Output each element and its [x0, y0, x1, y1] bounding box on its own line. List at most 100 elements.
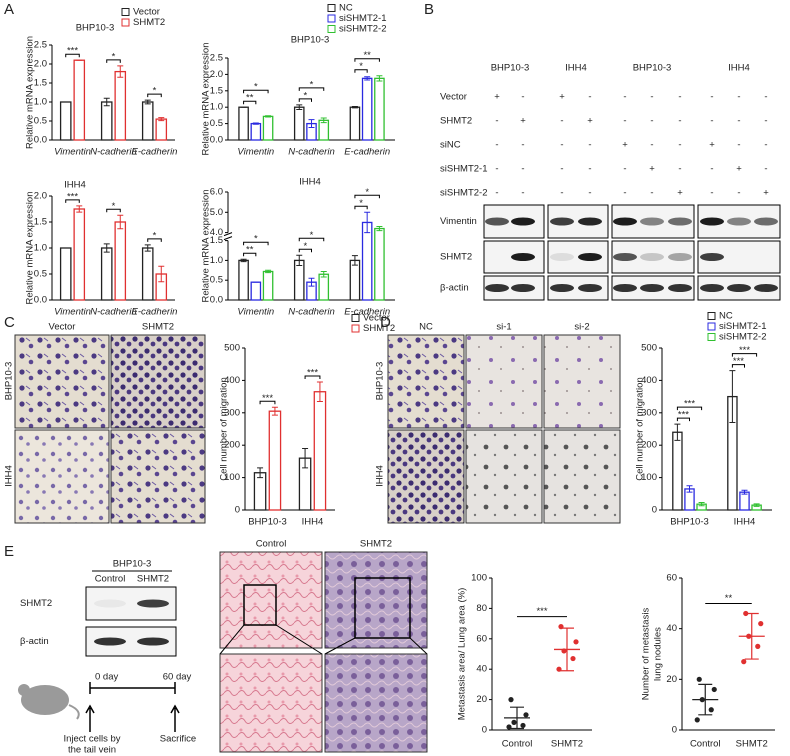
y-tick-label: 500	[224, 343, 240, 354]
error-bar	[364, 76, 371, 81]
y-tick-label: 200	[641, 440, 657, 451]
significance-label: *	[359, 61, 363, 72]
image-column-label: si-2	[574, 322, 589, 333]
data-point	[523, 712, 529, 718]
panel-letter: D	[380, 314, 391, 331]
condition-sign: -	[495, 188, 498, 199]
condition-sign: -	[737, 140, 740, 151]
significance-bracket	[354, 194, 380, 199]
micrograph	[543, 429, 621, 524]
image-row-label: IHH4	[4, 465, 15, 487]
blot-band	[640, 284, 664, 292]
condition-label: siSHMT2-2	[440, 188, 488, 199]
y-tick-label: 4.0	[210, 227, 223, 238]
x-tick-label: IHH4	[302, 517, 324, 528]
condition-sign: -	[764, 116, 767, 127]
condition-sign: -	[588, 92, 591, 103]
condition-sign: -	[560, 140, 563, 151]
error-bar	[686, 485, 693, 493]
condition-sign: -	[678, 116, 681, 127]
blot-band	[550, 253, 574, 261]
condition-sign: -	[764, 164, 767, 175]
micrographs-c	[14, 334, 206, 524]
blot-band	[754, 217, 778, 226]
y-tick-label: 300	[224, 407, 240, 418]
bar	[73, 208, 86, 301]
significance-label: ***	[262, 393, 273, 404]
legend-label: siSHMT2-1	[339, 13, 387, 24]
legend-swatch	[351, 324, 360, 333]
x-tick-label: E-cadherin	[344, 307, 390, 318]
blot-band	[613, 217, 637, 226]
zoom-line	[219, 624, 428, 655]
band-label: β-actin	[20, 636, 49, 647]
band-label: β-actin	[440, 283, 469, 294]
error-bar	[320, 117, 327, 124]
error-bar	[271, 406, 278, 416]
sd-bar	[510, 706, 524, 730]
error-bar	[364, 211, 371, 234]
y-tick-label: 0.0	[34, 295, 47, 306]
y-tick-label: 1.5	[210, 85, 223, 96]
error-bar	[265, 115, 272, 118]
y-tick-label: 200	[224, 440, 240, 451]
data-point	[758, 621, 764, 627]
blot-band	[727, 284, 751, 292]
y-tick-label: 2.0	[210, 69, 223, 80]
condition-sign: -	[623, 164, 626, 175]
lung-sections	[219, 551, 428, 753]
lane-label: Control	[95, 574, 126, 585]
condition-sign: -	[623, 92, 626, 103]
error-bar	[674, 423, 681, 441]
y-tick-label: 100	[471, 573, 487, 584]
lung-image	[219, 653, 323, 753]
y-tick-label: 60	[666, 573, 677, 584]
y-tick-label: 20	[666, 674, 677, 685]
y-tick-label: 0.0	[34, 135, 47, 146]
blot-band	[668, 217, 692, 226]
y-tick-label: 5.0	[210, 207, 223, 218]
legend-swatch	[707, 322, 716, 331]
data-point	[708, 707, 714, 713]
blot-group-label: BHP10-3	[633, 63, 672, 74]
significance-bracket	[354, 69, 368, 73]
lung-image	[324, 653, 428, 753]
blot-band	[137, 599, 169, 608]
y-tick-label: 500	[641, 343, 657, 354]
mouse	[18, 684, 30, 696]
blot-band	[640, 253, 664, 261]
panel-letter: E	[4, 543, 14, 560]
time-axis	[89, 682, 176, 694]
bar	[250, 281, 262, 301]
error-bar	[257, 467, 264, 479]
y-tick-label: 0	[672, 725, 677, 736]
significance-label: *	[112, 51, 116, 62]
bar	[73, 59, 86, 141]
y-tick-label: 80	[476, 603, 487, 614]
significance-bracket	[354, 58, 380, 62]
legend-label: NC	[719, 311, 733, 322]
y-axis-label: Relative mRNA expression	[201, 190, 212, 303]
y-tick-label: 40	[476, 664, 487, 675]
condition-sign: -	[737, 92, 740, 103]
micrograph	[110, 429, 206, 524]
bar	[672, 431, 683, 511]
significance-label: *	[365, 187, 369, 198]
y-tick-label: 400	[641, 375, 657, 386]
significance-label: **	[725, 593, 733, 604]
y-tick-label: 1.0	[210, 255, 223, 266]
significance-bracket	[147, 93, 162, 98]
x-tick-label: Vimentin	[54, 147, 91, 158]
error-bar	[753, 503, 760, 507]
error-bar	[117, 65, 124, 78]
significance-label: **	[246, 93, 254, 104]
significance-label: *	[153, 86, 157, 97]
blot-band	[578, 284, 602, 292]
legend-label: SHMT2	[133, 17, 165, 28]
y-tick-label: 6.0	[210, 187, 223, 198]
blot-band	[578, 217, 602, 226]
legend-label: siSHMT2-1	[719, 321, 767, 332]
micrograph	[387, 429, 465, 524]
significance-bracket	[298, 237, 325, 242]
bar	[318, 273, 330, 301]
